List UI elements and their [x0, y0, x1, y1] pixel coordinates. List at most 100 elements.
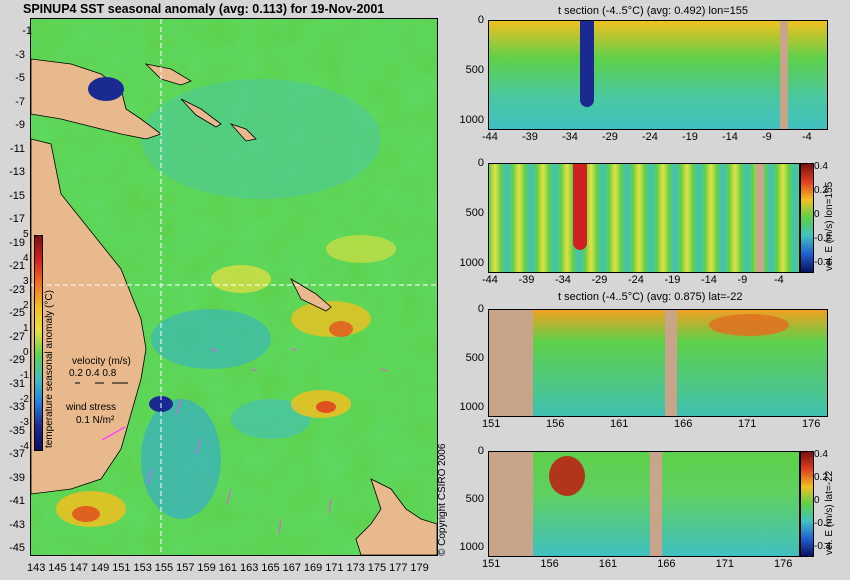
- section-y-tick: 500: [465, 207, 484, 219]
- section-x-tick: -34: [562, 131, 578, 143]
- map-colorbar-tick: -3: [20, 417, 29, 428]
- section-y-tick: 0: [477, 303, 484, 315]
- velocity-colorbar-tick: 0: [814, 495, 820, 506]
- lat-tick: -31: [9, 377, 25, 390]
- section-x-tick: -14: [701, 274, 717, 286]
- section-x-tick: 151: [482, 558, 501, 570]
- wind-legend-title: wind stress: [66, 402, 117, 413]
- lon-tick: 175: [367, 562, 387, 574]
- velocity-colorbar-tick: 0: [814, 209, 820, 220]
- velocity-colorbar: [800, 163, 814, 273]
- lon-tick: 169: [303, 562, 323, 574]
- section-x-tick: -44: [482, 274, 498, 286]
- lon-tick: 155: [154, 562, 174, 574]
- map-colorbar-tick: 5: [23, 229, 29, 240]
- velocity-colorbar: [800, 451, 814, 557]
- map-colorbar-tick: 0: [23, 346, 29, 358]
- sst-anomaly-map[interactable]: [30, 18, 438, 556]
- velocity-legend-arrows: [75, 382, 128, 384]
- map-colorbar-label: temperature seasonal anomaly (°C): [44, 290, 55, 448]
- warm-core: [549, 456, 585, 496]
- lon-tick: 157: [176, 562, 195, 574]
- wind-legend-arrow: [101, 426, 126, 441]
- section-y-tick: 1000: [459, 541, 484, 553]
- copyright-text: © Copyright CSIRO 2006: [437, 443, 448, 556]
- section-x-tick: -24: [628, 274, 644, 286]
- velocity-legend-title: velocity (m/s): [72, 356, 131, 367]
- section-y-tick: 500: [465, 493, 484, 505]
- lat-tick: -5: [15, 72, 25, 84]
- velocity-colorbar-tick: 0.4: [814, 449, 828, 460]
- lat-tick: -45: [9, 542, 25, 554]
- section-x-tick: 171: [715, 558, 734, 570]
- lon-tick: 163: [240, 562, 259, 574]
- lon-tick: 145: [48, 562, 67, 574]
- section-plot-4: [488, 451, 800, 557]
- land-mask-mid: [650, 452, 663, 556]
- section-y-tick: 1000: [459, 257, 484, 269]
- velocity-colorbar-label: vel. E (m/s) lat=-22: [824, 470, 835, 555]
- lon-tick: 179: [410, 562, 429, 574]
- map-colorbar: [34, 235, 43, 451]
- section-y-tick: 0: [477, 445, 484, 457]
- land-mask-mid: [664, 310, 677, 416]
- lat-tick: -37: [9, 448, 25, 460]
- section-x-tick: 156: [540, 558, 559, 570]
- section-x-tick: 156: [546, 418, 565, 430]
- velocity-legend-values: 0.2 0.4 0.8: [69, 368, 117, 379]
- lat-tick: -27: [9, 330, 25, 343]
- land-mask-west: [489, 452, 533, 556]
- section-x-tick: 176: [802, 418, 821, 430]
- anomaly-feature: [572, 164, 587, 251]
- anomaly-feature: [580, 21, 595, 108]
- lat-tick: -15: [9, 189, 25, 202]
- map-colorbar-tick: -4: [20, 440, 29, 452]
- lat-tick: -41: [9, 495, 25, 507]
- velocity-colorbar-tick: -0.4: [814, 257, 832, 268]
- section-x-tick: -9: [762, 131, 772, 143]
- section-x-tick: -29: [591, 274, 608, 286]
- lat-tick: -1: [22, 25, 32, 37]
- land-mask: [779, 21, 788, 129]
- wind-legend-value: 0.1 N/m²: [76, 415, 115, 426]
- lon-tick: 167: [282, 562, 301, 574]
- sst-anomaly-field: [31, 19, 437, 555]
- section-y-tick: 1000: [459, 401, 484, 413]
- lat-tick: -19: [9, 236, 25, 249]
- lat-tick: -21: [9, 260, 25, 272]
- section-x-tick: -14: [722, 131, 738, 143]
- lon-tick: 149: [90, 562, 110, 574]
- section-x-tick: -19: [682, 131, 698, 143]
- section-x-tick: 161: [598, 558, 618, 570]
- velocity-colorbar-tick: 0.2: [814, 185, 828, 196]
- section-x-tick: 176: [774, 558, 793, 570]
- section-x-tick: 171: [738, 418, 757, 430]
- map-colorbar-tick: 2: [23, 299, 29, 311]
- section-x-tick: 166: [674, 418, 693, 430]
- velocity-colorbar-label: vel. E (m/s) lon=155: [824, 181, 835, 271]
- section-y-tick: 500: [465, 64, 484, 76]
- land-mask: [755, 164, 764, 272]
- lat-tick: -7: [15, 95, 25, 108]
- lat-tick: -3: [15, 48, 25, 61]
- section-plot-1: [488, 20, 828, 130]
- velocity-colorbar-tick: 0.4: [814, 161, 828, 172]
- lat-tick: -17: [9, 213, 25, 225]
- section-x-tick: -34: [555, 274, 571, 286]
- section-x-tick: -24: [642, 131, 658, 143]
- section-x-tick: -39: [518, 274, 535, 286]
- lon-tick: 159: [197, 562, 216, 574]
- section-x-tick: 161: [610, 418, 629, 430]
- section-x-tick: -9: [737, 274, 748, 286]
- section-x-tick: 166: [657, 558, 676, 570]
- warm-core: [709, 314, 789, 336]
- velocity-colorbar-tick: 0.2: [814, 472, 828, 483]
- section-x-tick: -4: [774, 274, 784, 286]
- section-plot-3: [488, 309, 828, 417]
- land-mask-west: [489, 310, 533, 416]
- map-colorbar-tick: 3: [23, 276, 29, 287]
- lon-tick: 165: [261, 562, 280, 574]
- lon-tick: 177: [389, 562, 408, 574]
- lat-tick: -25: [9, 307, 25, 319]
- section-x-tick: -19: [664, 274, 681, 286]
